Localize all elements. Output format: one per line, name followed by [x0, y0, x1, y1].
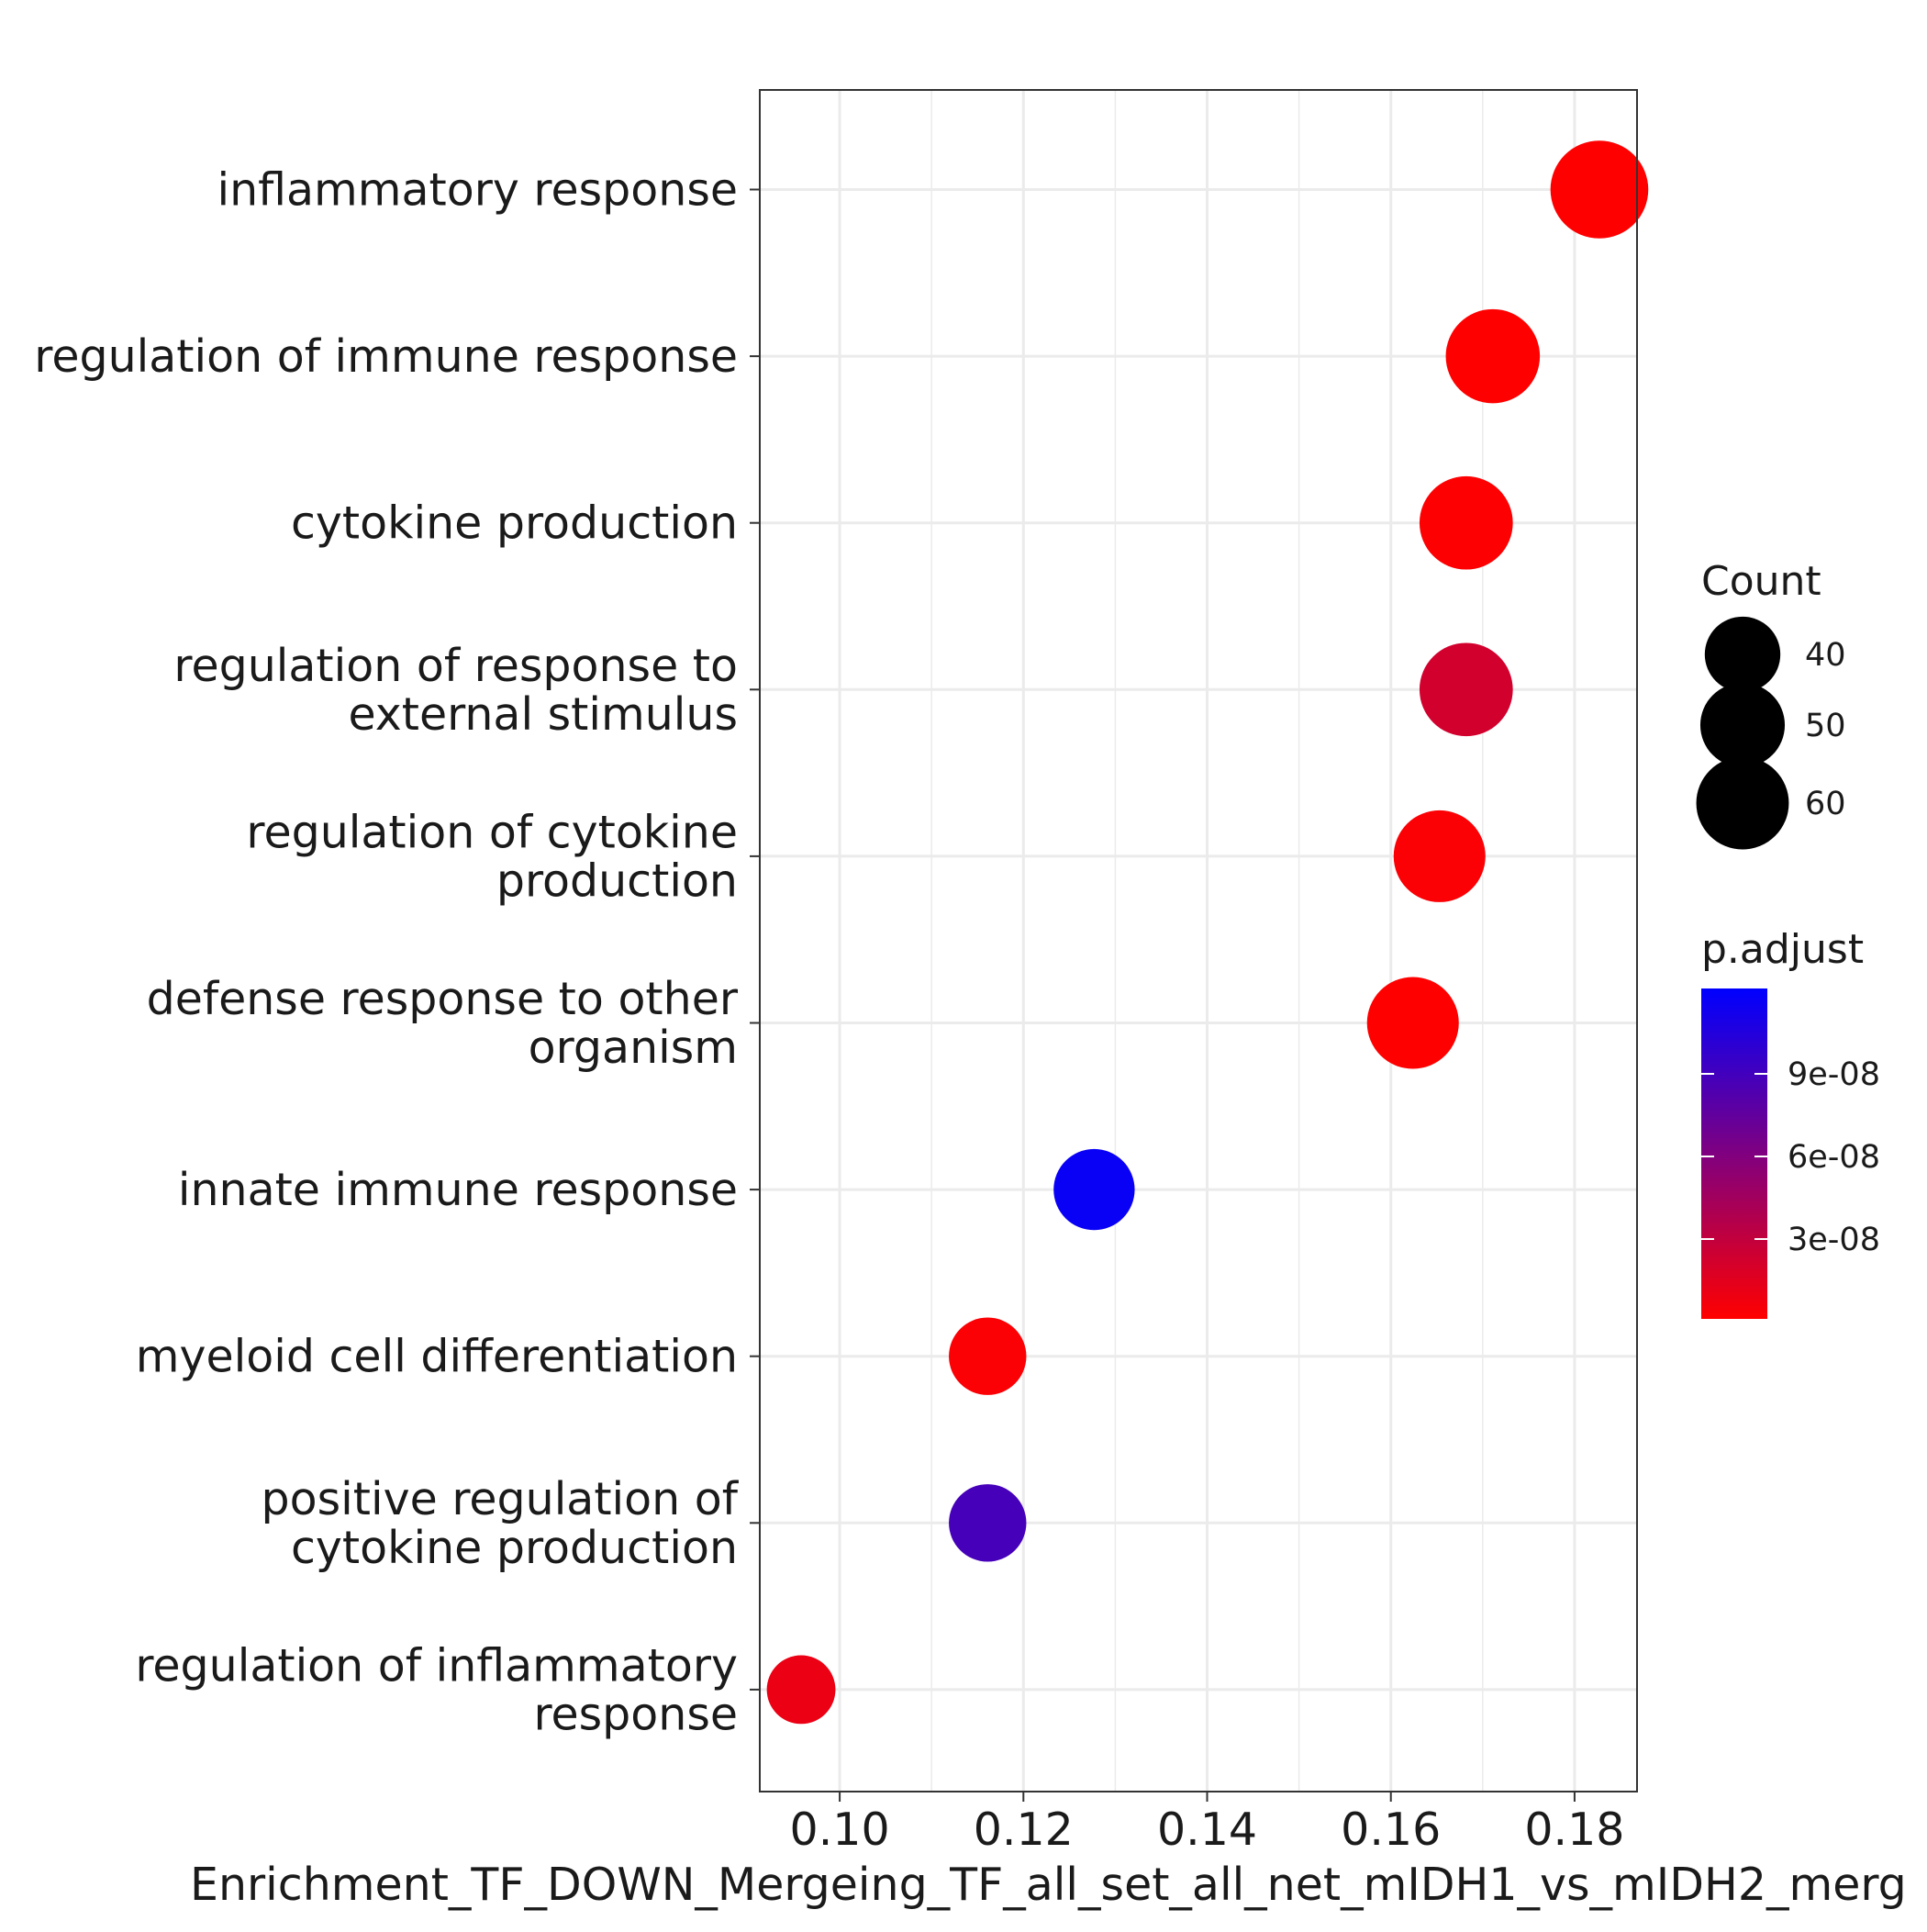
- p-adjust-legend-title: p.adjust: [1701, 926, 1864, 973]
- y-category-label: positive regulation of: [262, 1473, 740, 1525]
- data-point: [1053, 1148, 1135, 1231]
- data-points: [766, 140, 1649, 1725]
- data-point: [1550, 140, 1649, 239]
- colorbar-tick-label: 3e-08: [1788, 1222, 1880, 1258]
- x-tick-label: 0.10: [790, 1804, 890, 1856]
- p-adjust-colorbar: [1701, 988, 1767, 1319]
- y-category-label: response: [533, 1688, 738, 1740]
- y-category-label: regulation of cytokine: [246, 806, 738, 858]
- y-category-label: external stimulus: [348, 688, 738, 741]
- y-category-label: regulation of inflammatory: [135, 1639, 738, 1692]
- x-tick-label: 0.18: [1524, 1804, 1624, 1856]
- data-point: [766, 1655, 836, 1725]
- data-point: [949, 1484, 1027, 1562]
- colorbar-tick-label: 6e-08: [1788, 1139, 1880, 1176]
- data-point: [949, 1317, 1027, 1395]
- count-legend-label: 60: [1805, 786, 1846, 822]
- p-adjust-legend: p.adjust 3e-08 6e-08 9e-08: [1701, 926, 1880, 1319]
- y-category-label: inflammatory response: [217, 164, 738, 217]
- y-category-label: myeloid cell differentiation: [136, 1331, 738, 1383]
- colorbar-tick-label: 9e-08: [1788, 1056, 1880, 1093]
- y-category-label: regulation of immune response: [34, 330, 738, 383]
- data-point: [1419, 642, 1513, 737]
- x-axis: 0.10 0.12 0.14 0.16 0.18: [790, 1792, 1624, 1856]
- count-legend-label: 40: [1805, 637, 1846, 674]
- y-category-label: cytokine production: [291, 497, 738, 550]
- plot-panel-border: [759, 89, 1638, 1792]
- y-category-label: innate immune response: [178, 1164, 738, 1216]
- count-legend-title: Count: [1701, 558, 1821, 605]
- count-legend-key: [1699, 682, 1786, 768]
- y-category-label: production: [496, 854, 738, 907]
- count-legend-label: 50: [1805, 708, 1846, 744]
- count-legend: Count 40 50 60: [1696, 558, 1846, 850]
- data-point: [1393, 810, 1486, 902]
- data-point: [1445, 308, 1541, 404]
- x-tick-label: 0.16: [1341, 1804, 1441, 1856]
- y-category-label: defense response to other: [147, 973, 739, 1025]
- x-tick-label: 0.14: [1157, 1804, 1257, 1856]
- data-point: [1419, 475, 1513, 570]
- data-point: [1366, 977, 1459, 1069]
- count-legend-key: [1696, 756, 1789, 850]
- y-category-label: regulation of response to: [173, 640, 738, 692]
- y-category-label: cytokine production: [291, 1522, 738, 1574]
- x-axis-title: Enrichment_TF_DOWN_Mergeing_TF_all_set_a…: [190, 1859, 1907, 1911]
- count-legend-key: [1704, 616, 1781, 693]
- y-axis: inflammatory response regulation of immun…: [34, 164, 760, 1740]
- y-category-label: organism: [529, 1022, 738, 1074]
- x-tick-label: 0.12: [974, 1804, 1074, 1856]
